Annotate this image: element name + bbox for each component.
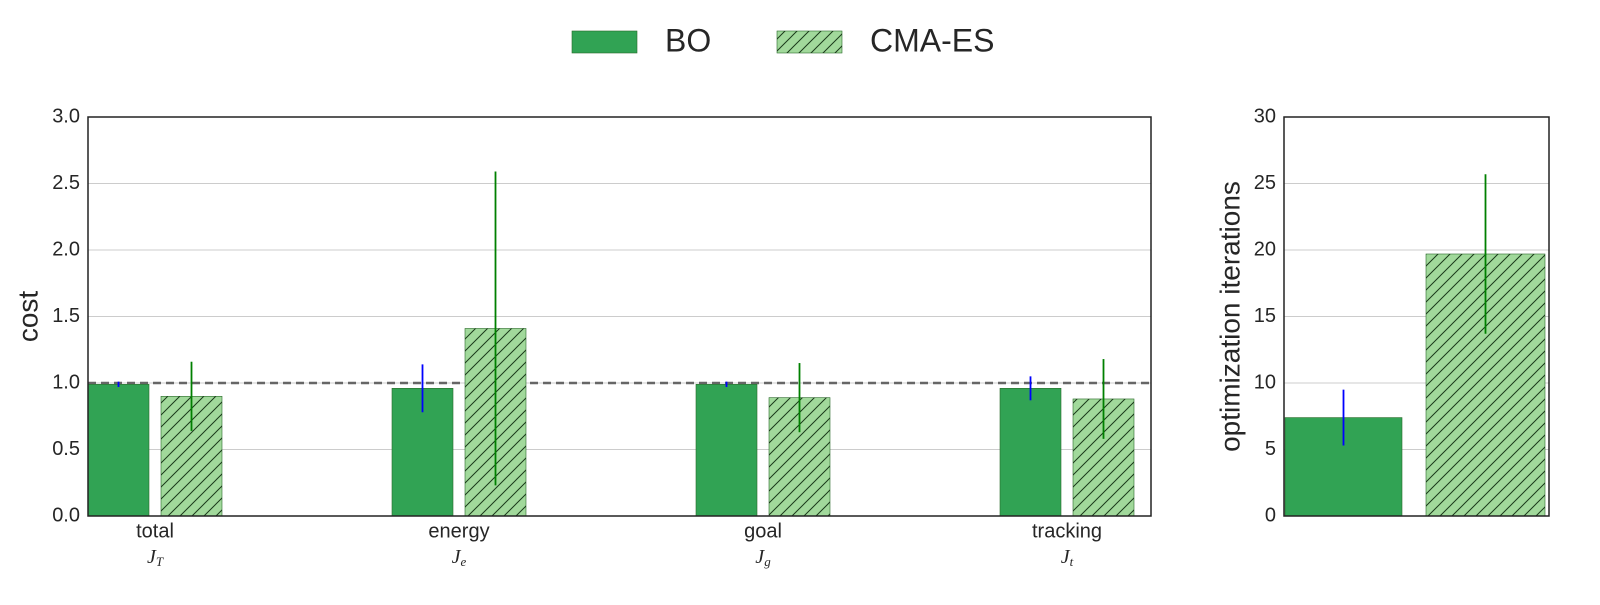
- y-tick-label: 2.5: [52, 172, 80, 194]
- legend-label: CMA-ES: [870, 22, 994, 58]
- x-tick-symbol: Jt: [1061, 546, 1074, 569]
- y-tick-label: 0.0: [52, 504, 80, 526]
- y-tick-label: 30: [1254, 105, 1276, 127]
- y-tick-label: 0.5: [52, 438, 80, 460]
- y-tick-label: 10: [1254, 371, 1276, 393]
- y-axis-label: optimization iterations: [1214, 181, 1245, 452]
- legend-hatch: [777, 31, 842, 53]
- y-tick-label: 20: [1254, 238, 1276, 260]
- x-tick-label: energy: [428, 520, 489, 542]
- y-tick-label: 25: [1254, 172, 1276, 194]
- bar: [87, 384, 150, 517]
- x-tick-label: total: [136, 520, 174, 542]
- y-tick-label: 1.5: [52, 305, 80, 327]
- legend-swatch: [571, 30, 638, 54]
- symbol-sub: t: [1070, 554, 1074, 569]
- y-tick-label: 3.0: [52, 105, 80, 127]
- x-tick-symbol: JT: [147, 546, 164, 569]
- y-tick-label: 1.0: [52, 371, 80, 393]
- plot-frame: [1283, 116, 1550, 517]
- symbol-base: J: [147, 546, 157, 568]
- symbol-base: J: [755, 546, 765, 568]
- x-tick-symbol: Je: [452, 546, 467, 569]
- y-tick-label: 5: [1265, 438, 1276, 460]
- y-tick-label: 15: [1254, 305, 1276, 327]
- bar: [695, 384, 758, 517]
- symbol-base: J: [1061, 546, 1071, 568]
- x-tick-label: tracking: [1032, 520, 1102, 542]
- y-axis-label: cost: [12, 291, 43, 343]
- symbol-base: J: [452, 546, 462, 568]
- legend-label: BO: [665, 22, 711, 58]
- symbol-sub: T: [156, 554, 164, 569]
- symbol-sub: g: [764, 554, 771, 569]
- y-tick-label: 0: [1265, 504, 1276, 526]
- y-tick-label: 2.0: [52, 238, 80, 260]
- plot-frame: [87, 116, 1152, 517]
- symbol-sub: e: [461, 554, 467, 569]
- bar: [999, 388, 1062, 517]
- x-tick-symbol: Jg: [755, 546, 771, 569]
- x-tick-label: goal: [744, 520, 782, 542]
